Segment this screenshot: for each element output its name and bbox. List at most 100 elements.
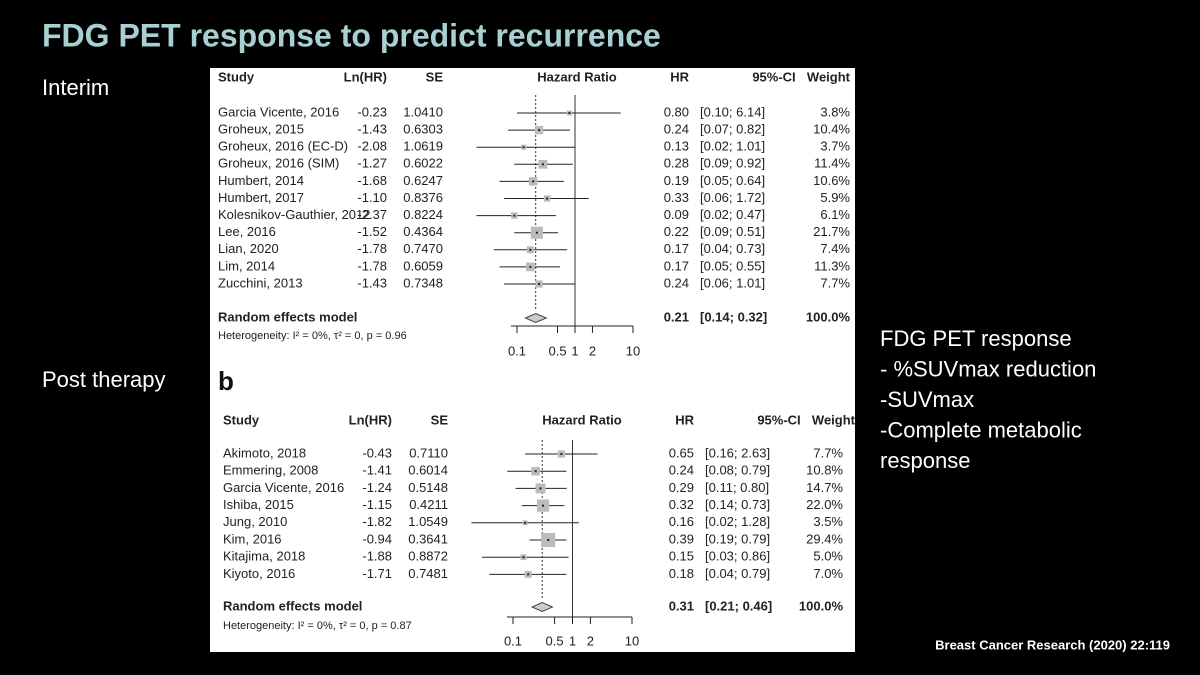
study-name: Ishiba, 2015 [223,497,294,512]
ci: [0.09; 0.92] [700,156,765,171]
study-point [560,453,563,455]
summary-ci: [0.21; 0.46] [705,598,772,613]
hr: 0.80 [664,104,689,119]
column-header: SE [426,69,444,84]
study-name: Akimoto, 2018 [223,445,306,460]
side-label: Post therapy [42,367,166,392]
ci: [0.02; 0.47] [700,207,765,222]
study-point [546,197,549,200]
x-tick-label: 2 [587,633,594,648]
ci: [0.08; 0.79] [705,463,770,478]
se: 0.7110 [409,445,448,460]
study-point [538,283,541,285]
weight: 5.9% [820,190,850,205]
hr: 0.29 [669,480,694,495]
se: 0.8224 [403,207,443,222]
study-name: Garcia Vicente, 2016 [218,104,339,119]
ln-hr: -1.24 [362,480,392,495]
ci: [0.07; 0.82] [700,122,765,137]
ln-hr: -2.08 [357,139,387,154]
study-point [529,248,532,251]
ln-hr: -1.88 [362,549,392,564]
x-tick-label: 10 [626,343,640,358]
study-name: Lim, 2014 [218,258,275,273]
study-name: Groheux, 2016 (EC-D) [218,139,348,154]
se: 0.6022 [403,156,443,171]
se: 0.7348 [403,275,443,290]
se: 0.6247 [403,173,443,188]
side-label: Interim [42,75,109,100]
hr: 0.24 [669,463,694,478]
se: 0.5148 [408,480,448,495]
se: 1.0410 [403,104,443,119]
ci: [0.16; 2.63] [705,445,770,460]
ci: [0.06; 1.72] [700,190,765,205]
weight: 22.0% [806,497,843,512]
summary-hr: 0.31 [669,598,694,613]
note-line: -SUVmax [880,387,974,412]
ci: [0.02; 1.01] [700,139,765,154]
summary-weight: 100.0% [806,309,851,324]
summary-diamond [530,601,554,613]
study-name: Kim, 2016 [223,531,282,546]
study-point [542,504,545,507]
x-tick-label: 0.5 [549,343,567,358]
study-point [532,180,535,183]
se: 0.7481 [408,566,448,581]
se: 1.0619 [403,139,443,154]
heterogeneity: Heterogeneity: I² = 0%, τ² = 0, p = 0.87 [223,620,412,632]
column-header: HR [670,69,689,84]
se: 0.8376 [403,190,443,205]
weight: 29.4% [806,531,843,546]
hr: 0.16 [669,514,694,529]
hr: 0.39 [669,531,694,546]
study-name: Groheux, 2015 [218,122,304,137]
x-tick-label: 2 [589,343,596,358]
ln-hr: -1.52 [357,224,387,239]
study-point [568,112,571,114]
study-point [535,231,538,234]
panel-label: b [218,366,234,396]
ln-hr: -1.15 [362,497,392,512]
note-line: -Complete metabolic [880,417,1082,442]
study-point [538,129,541,132]
se: 0.8872 [408,549,448,564]
ln-hr: -1.71 [362,566,392,581]
hr: 0.33 [664,190,689,205]
column-header: SE [431,412,449,427]
summary-ci: [0.14; 0.32] [700,309,767,324]
x-tick-label: 0.1 [508,343,526,358]
ci: [0.03; 0.86] [705,549,770,564]
weight: 11.3% [814,258,850,273]
ln-hr: -0.23 [357,104,387,119]
study-point [524,521,527,524]
summary-diamond [524,312,548,324]
se: 0.7470 [403,241,443,256]
note-line: FDG PET response [880,326,1072,351]
study-name: Lian, 2020 [218,241,279,256]
column-header: 95%-CI [757,412,800,427]
ci: [0.02; 1.28] [705,514,770,529]
x-tick-label: 10 [625,633,639,648]
ci: [0.05; 0.55] [700,258,765,273]
study-point [529,265,532,268]
ci: [0.11; 0.80] [705,480,769,495]
column-header: Study [223,412,260,427]
column-header: HR [675,412,694,427]
se: 0.6303 [403,122,443,137]
heterogeneity: Heterogeneity: I² = 0%, τ² = 0, p = 0.96 [218,330,407,342]
study-point [522,146,525,149]
x-tick-label: 1 [571,343,578,358]
ln-hr: -0.43 [362,445,392,460]
ln-hr: -1.43 [357,275,387,290]
study-point [541,163,544,166]
study-point [539,487,542,490]
ln-hr: -1.82 [362,514,392,529]
hr: 0.18 [669,566,694,581]
ln-hr: -2.37 [357,207,387,222]
se: 0.4364 [403,224,443,239]
column-header: Study [218,69,255,84]
hr: 0.15 [669,549,694,564]
hr: 0.09 [664,207,689,222]
hr: 0.24 [664,122,689,137]
